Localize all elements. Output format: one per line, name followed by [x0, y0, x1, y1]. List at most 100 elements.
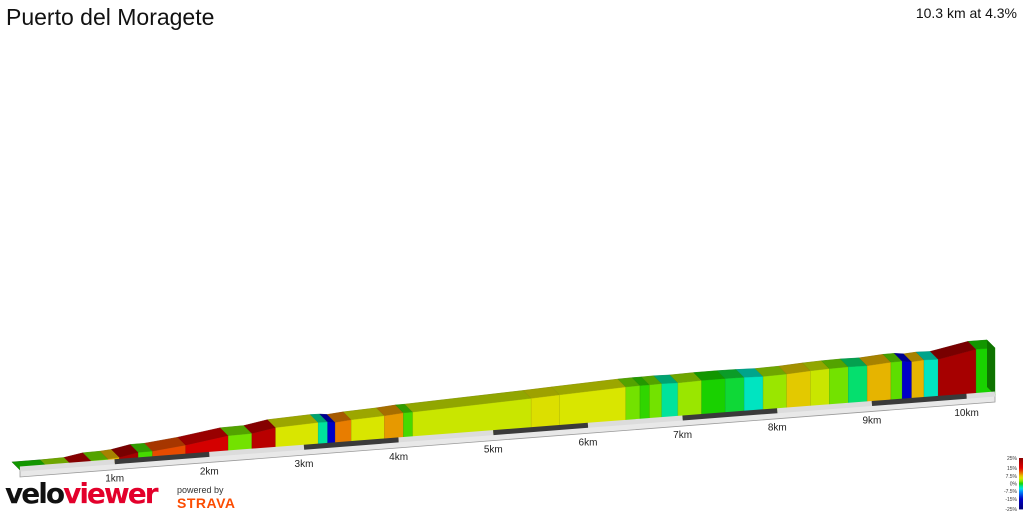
legend-color-step	[1019, 503, 1023, 506]
legend-label: -7.5%	[1004, 489, 1018, 495]
legend-color-step	[1019, 492, 1023, 495]
km-band	[114, 451, 210, 465]
km-tick-label: 7km	[673, 430, 692, 441]
legend-color-step	[1019, 501, 1023, 504]
segment-front	[744, 376, 764, 415]
legend-color-step	[1019, 496, 1023, 499]
legend-color-step	[1019, 505, 1023, 508]
legend-label: 0%	[1010, 482, 1018, 488]
legend-color-step	[1019, 475, 1023, 477]
segment-front	[625, 385, 641, 424]
legend-color-step	[1019, 476, 1023, 478]
legend-color-step	[1019, 486, 1023, 488]
legend-color-step	[1019, 474, 1023, 476]
legend-color-step	[1019, 472, 1023, 474]
legend-label: -25%	[1005, 507, 1017, 512]
km-band	[209, 444, 305, 457]
segment-front	[786, 370, 811, 412]
legend-color-step	[1019, 468, 1023, 470]
segment-summary: 10.3 km at 4.3%	[915, 5, 1017, 21]
km-band	[682, 408, 778, 421]
legend-color-step	[1019, 466, 1023, 468]
strava-logo: STRAVA	[177, 495, 236, 511]
legend-color-step	[1019, 461, 1023, 463]
segment-front	[762, 373, 787, 414]
legend-color-step	[1019, 495, 1023, 498]
legend-color-step	[1019, 484, 1023, 486]
km-tick-label: 4km	[389, 452, 408, 463]
veloviewer-branding: veloviewer powered by STRAVA	[5, 477, 245, 512]
km-tick-label: 2km	[200, 466, 219, 477]
legend-color-step	[1019, 488, 1023, 491]
legend-color-step	[1019, 481, 1023, 483]
km-tick-label: 1km	[105, 474, 124, 485]
legend-color-step	[1019, 469, 1023, 471]
km-tick-label: 8km	[768, 423, 787, 434]
segment-front	[867, 362, 892, 406]
legend-color-step	[1019, 478, 1023, 480]
legend-color-step	[1019, 485, 1023, 487]
km-band	[493, 422, 589, 436]
legend-color-step	[1019, 487, 1023, 489]
legend-color-step	[1019, 473, 1023, 475]
legend-color-step	[1019, 459, 1023, 461]
km-tick-label: 10km	[954, 408, 978, 419]
km-band	[19, 459, 115, 472]
segment-front	[810, 368, 830, 410]
legend-color-step	[1019, 482, 1023, 484]
legend-label: -15%	[1005, 497, 1017, 503]
legend-label: 25%	[1007, 456, 1018, 462]
legend-color-step	[1019, 463, 1023, 465]
segment-front	[677, 380, 702, 420]
segment-front	[923, 359, 939, 401]
legend-label: 15%	[1007, 466, 1018, 472]
km-band	[303, 437, 399, 450]
segment-front	[911, 359, 925, 402]
legend-color-step	[1019, 458, 1023, 460]
legend-color-step	[1019, 489, 1023, 492]
segment-front	[661, 382, 679, 421]
legend-color-step	[1019, 464, 1023, 466]
distance-axis: 1km 2km 3km 4km 5km 6km 7km 8km 9km 10km	[19, 391, 996, 485]
legend-color-step	[1019, 490, 1023, 493]
legend-label: 7.5%	[1006, 474, 1018, 480]
legend-color-step	[1019, 500, 1023, 503]
segment-front	[829, 366, 849, 408]
legend-color-step	[1019, 491, 1023, 494]
legend-color-step	[1019, 507, 1023, 510]
legend-color-step	[1019, 465, 1023, 467]
segment-front	[639, 384, 650, 423]
legend-color-step	[1019, 497, 1023, 500]
segment-front	[403, 411, 413, 441]
legend-color-step	[1019, 460, 1023, 462]
legend-color-step	[1019, 467, 1023, 469]
logo-velo: velo	[5, 477, 65, 510]
segment-front	[649, 383, 662, 422]
km-band	[871, 393, 967, 406]
km-band	[398, 430, 494, 443]
legend-color-step	[1019, 502, 1023, 505]
legend-color-step	[1019, 494, 1023, 497]
legend-color-step	[1019, 499, 1023, 502]
km-band	[587, 415, 683, 428]
legend-color-step	[1019, 477, 1023, 479]
segment-title: Puerto del Moragete	[6, 4, 215, 30]
veloviewer-logo: veloviewer	[5, 477, 159, 510]
legend-color-step	[1019, 504, 1023, 507]
segment-front	[848, 365, 868, 407]
legend-color-step	[1019, 470, 1023, 472]
legend-color-step	[1019, 462, 1023, 464]
powered-by-label: powered by	[177, 485, 224, 495]
segment-front	[902, 361, 912, 403]
km-band	[777, 401, 873, 414]
km-band	[966, 391, 996, 399]
legend-color-step	[1019, 471, 1023, 473]
segment-front	[725, 377, 745, 417]
legend-color-step	[1019, 506, 1023, 509]
gradient-legend: 25% 15% 7.5% 0%-7.5% -15% -25%	[1004, 456, 1023, 512]
legend-color-step	[1019, 483, 1023, 485]
legend-color-step	[1019, 498, 1023, 501]
segment-end-cap	[987, 339, 995, 395]
legend-color-step	[1019, 480, 1023, 482]
